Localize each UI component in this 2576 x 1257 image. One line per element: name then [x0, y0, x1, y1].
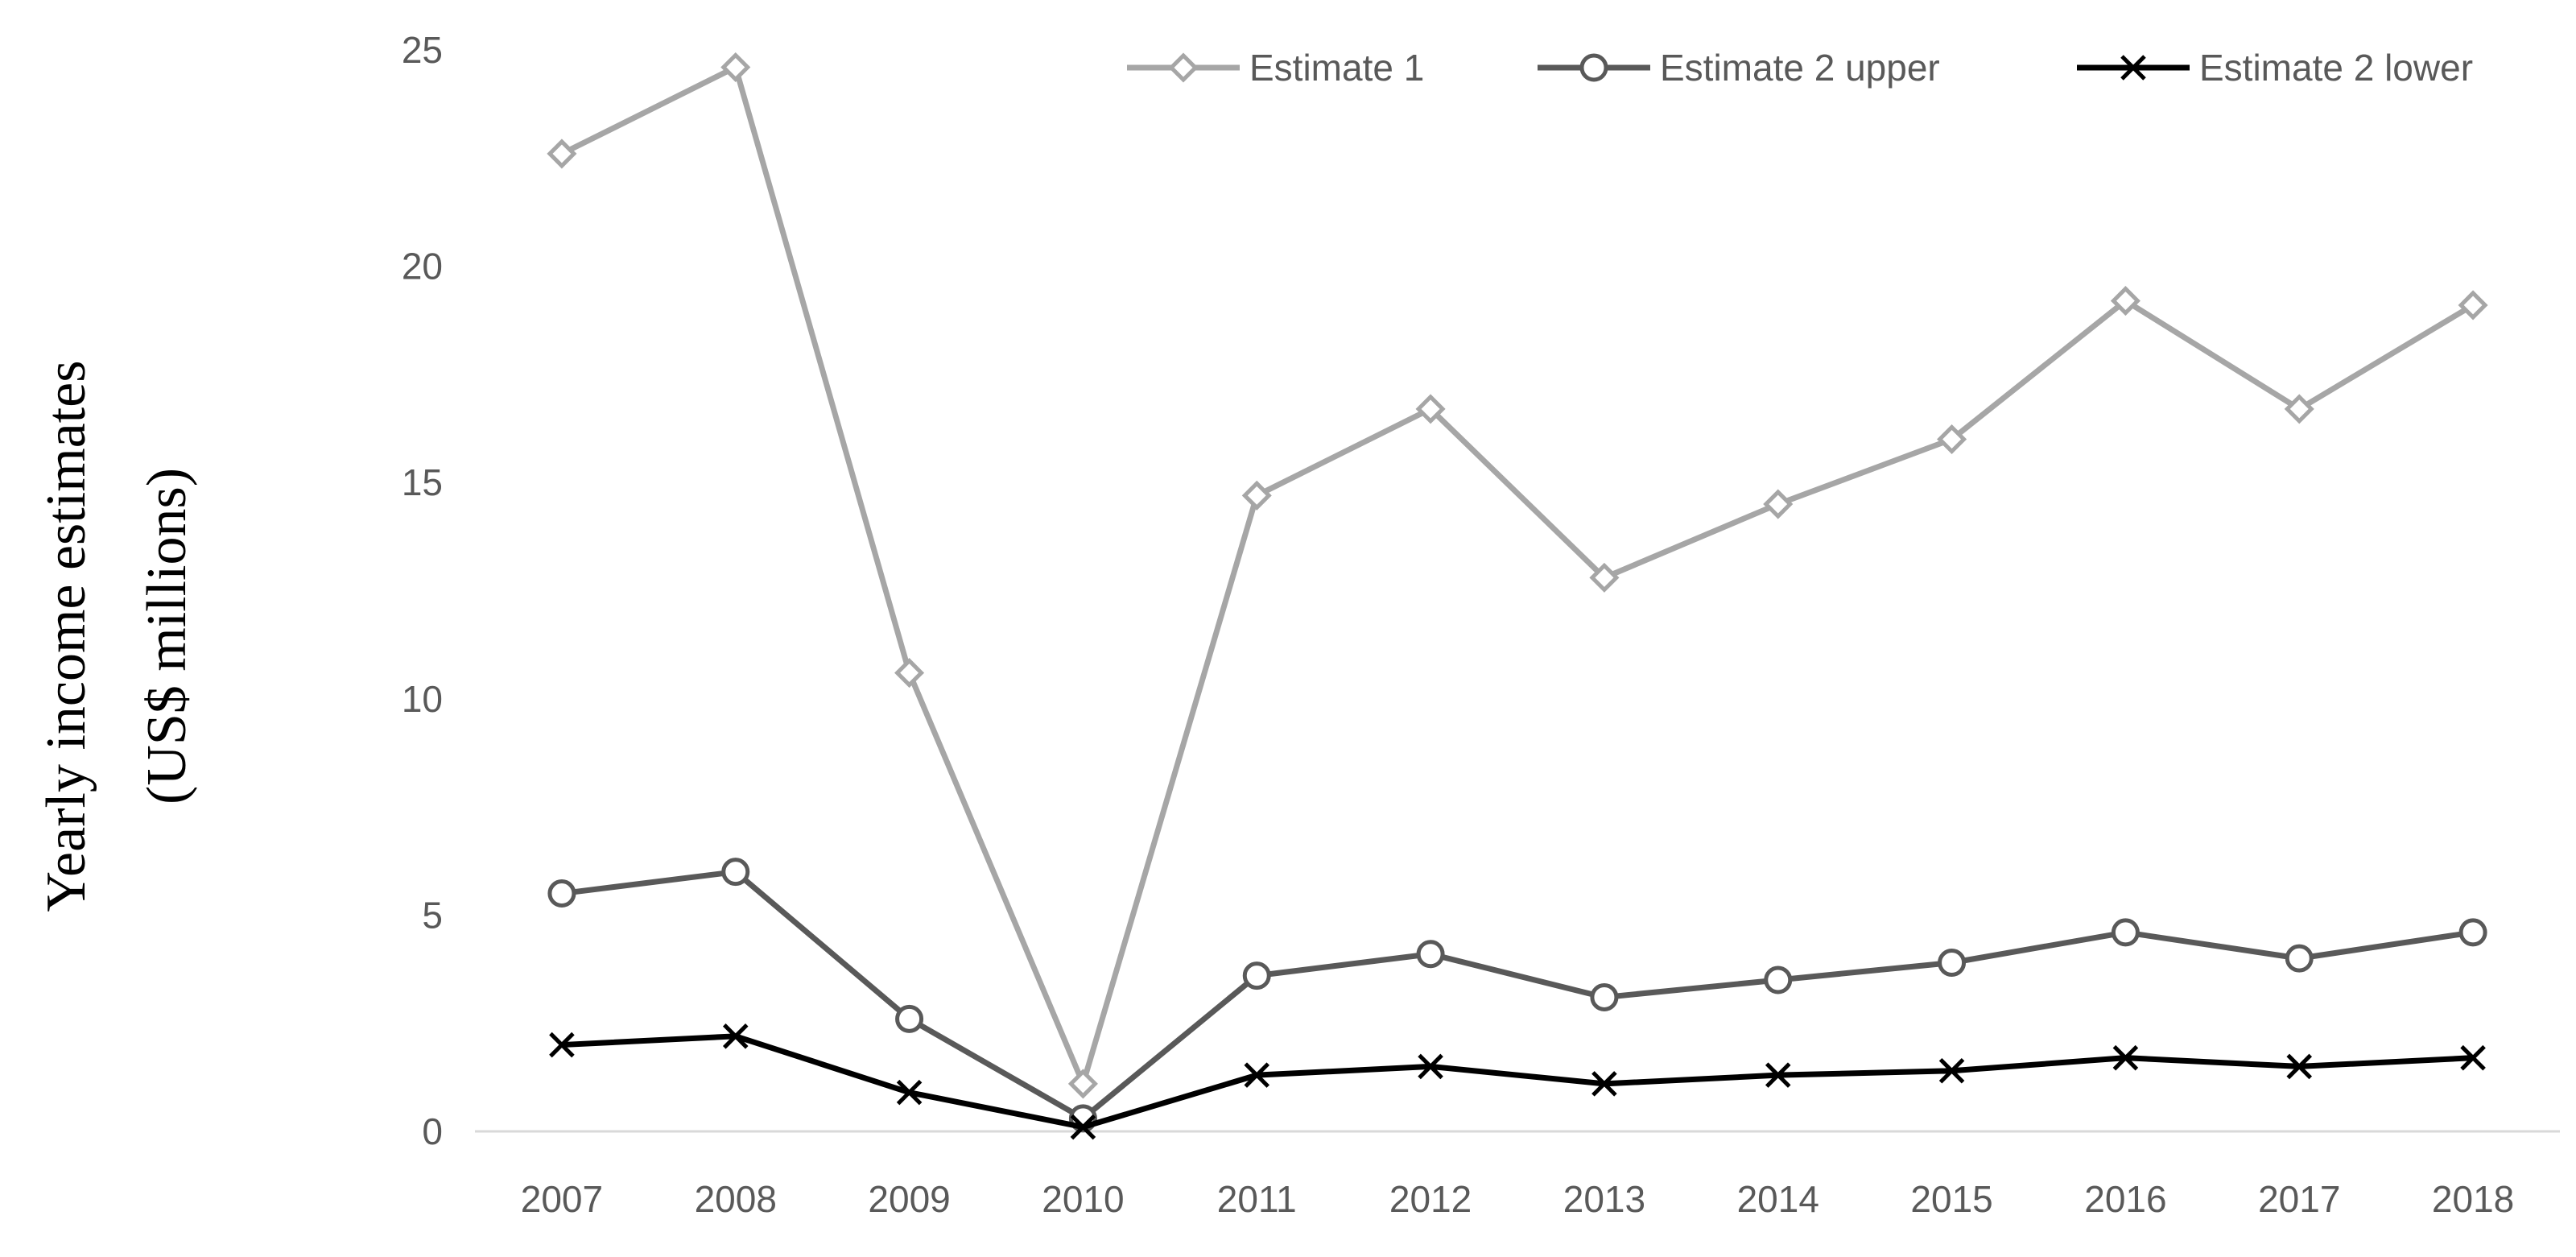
x-tick-label: 2018 [2432, 1178, 2514, 1220]
x-tick-label: 2009 [868, 1178, 950, 1220]
data-point [1589, 562, 1620, 593]
x-tick-label: 2017 [2258, 1178, 2340, 1220]
y-axis-title: Yearly income estimates (US$ millions) [35, 361, 198, 912]
data-point [1763, 489, 1794, 519]
data-point [547, 879, 576, 908]
y-tick-label: 10 [402, 678, 443, 720]
series-line [561, 869, 2474, 1122]
x-tick-label: 2008 [695, 1178, 777, 1220]
x-tick-label: 2012 [1389, 1178, 1472, 1220]
data-point [1415, 394, 1446, 424]
legend-label: Estimate 1 [1249, 47, 1424, 89]
legend-marker [2120, 55, 2146, 81]
x-tick-label: 2013 [1563, 1178, 1645, 1220]
legend-marker [1168, 52, 1199, 83]
y-tick-label: 25 [402, 29, 443, 71]
data-point [2460, 1044, 2486, 1071]
data-point [1765, 1062, 1791, 1088]
x-marker-stroke [1765, 1062, 1791, 1088]
x-marker-stroke [1070, 1114, 1096, 1140]
x-tick-labels: 2007 2008 2009 2010 2011 2012 2013 2014 2015 2016… [521, 1178, 2515, 1220]
data-point [722, 1023, 749, 1049]
data-point [1418, 1053, 1443, 1080]
x-tick-label: 2007 [521, 1178, 603, 1220]
x-tick-label: 2014 [1737, 1178, 1819, 1220]
legend-item: Estimate 2 lower [2077, 47, 2473, 89]
y-tick-label: 5 [422, 894, 443, 936]
data-point [720, 52, 751, 83]
series-line [561, 1033, 2474, 1131]
legend-item: Estimate 2 upper [1538, 47, 1940, 89]
y-tick-label: 0 [422, 1110, 443, 1152]
series-1 [547, 52, 2488, 1099]
data-point [895, 1004, 924, 1033]
data-point [2286, 1053, 2313, 1080]
legend-marker [1579, 53, 1608, 82]
data-point [1938, 948, 1967, 977]
data-point [2285, 944, 2314, 973]
data-point [1937, 424, 1967, 455]
data-point [1764, 965, 1793, 994]
x-marker-stroke [1591, 1071, 1617, 1097]
data-point [2458, 918, 2487, 947]
data-point [1416, 940, 1445, 969]
x-marker-stroke [896, 1079, 923, 1106]
data-point [894, 658, 925, 688]
x-marker-stroke [722, 1023, 749, 1049]
x-marker-stroke [1244, 1062, 1270, 1088]
data-point [896, 1079, 923, 1106]
x-marker-stroke [2286, 1053, 2313, 1080]
data-point [1244, 1062, 1270, 1088]
legend-label: Estimate 2 upper [1660, 47, 1940, 89]
x-marker-stroke [2460, 1044, 2486, 1071]
x-marker-stroke [1418, 1053, 1443, 1080]
data-point [549, 1032, 575, 1058]
data-point [2458, 290, 2488, 320]
y-tick-label: 15 [402, 461, 443, 503]
x-tick-label: 2011 [1217, 1178, 1297, 1220]
series-line [560, 64, 2475, 1087]
data-point [1070, 1114, 1096, 1140]
legend-label: Estimate 2 lower [2199, 47, 2473, 89]
x-tick-label: 2015 [1910, 1178, 1992, 1220]
legend: Estimate 1 Estimate 2 upper Estimate 2 low… [1127, 47, 2473, 89]
series-2 [547, 858, 2487, 1133]
data-point [1067, 1069, 1098, 1099]
series-layer [547, 52, 2488, 1140]
data-point [1938, 1058, 1965, 1084]
y-tick-label: 20 [402, 246, 443, 287]
data-point [1590, 982, 1619, 1011]
y-tick-labels: 0 5 10 15 20 25 [402, 29, 443, 1152]
data-point [1242, 961, 1271, 990]
series-3 [549, 1023, 2486, 1140]
data-point [721, 858, 750, 887]
x-marker-stroke [2112, 1044, 2139, 1071]
data-point [2284, 394, 2314, 424]
data-point [2112, 1044, 2139, 1071]
data-point [2110, 286, 2140, 316]
legend-item: Estimate 1 [1127, 47, 1424, 89]
data-point [1241, 480, 1272, 511]
x-marker-stroke [549, 1032, 575, 1058]
x-tick-label: 2016 [2084, 1178, 2166, 1220]
y-axis-title-line-1: Yearly income estimates [35, 361, 97, 912]
data-point [1591, 1071, 1617, 1097]
x-tick-label: 2010 [1042, 1178, 1124, 1220]
data-point [2111, 918, 2140, 947]
y-axis-title-line-2: (US$ millions) [136, 468, 198, 804]
x-marker-stroke [1938, 1058, 1965, 1084]
x-marker-stroke [2120, 55, 2146, 81]
data-point [547, 139, 577, 169]
